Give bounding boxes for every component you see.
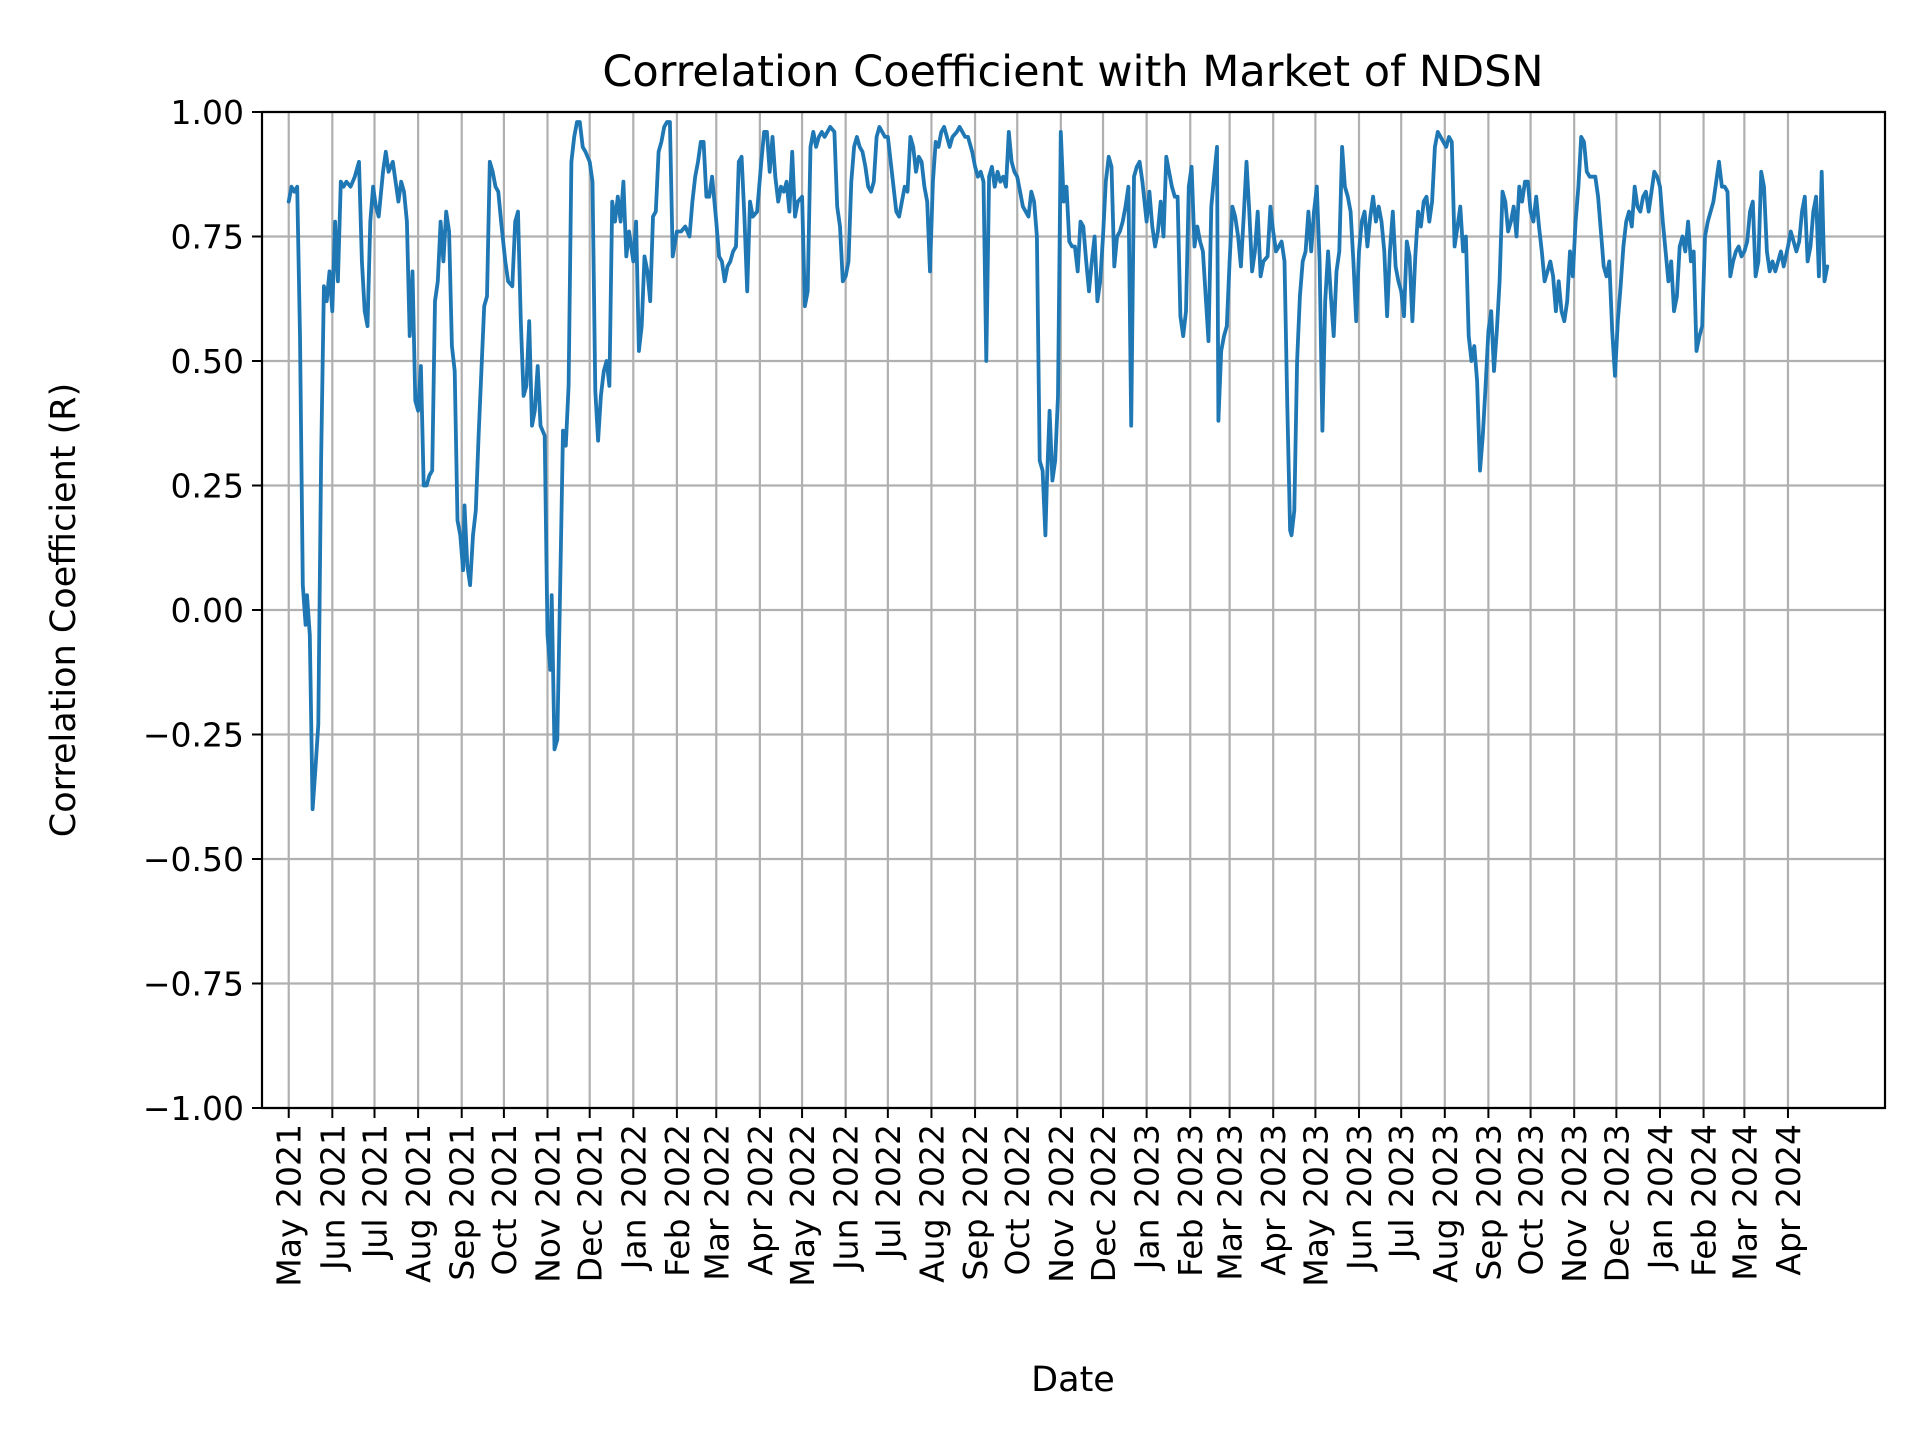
x-tick-label: Apr 2024 xyxy=(1769,1124,1808,1276)
x-tick-label: Dec 2021 xyxy=(571,1124,610,1282)
y-tick-label: 0.50 xyxy=(171,342,244,381)
y-tick-label: −0.25 xyxy=(143,716,244,755)
x-axis-ticks: May 2021 Jun 2021 Jul 2021 Aug 2021 Sep 2021… xyxy=(270,1108,1808,1287)
y-tick-label: −1.00 xyxy=(143,1089,244,1128)
x-tick-label: Feb 2023 xyxy=(1171,1124,1210,1277)
x-tick-label: Jun 2021 xyxy=(313,1124,352,1272)
x-tick-label: Jul 2021 xyxy=(356,1124,395,1260)
x-tick-label: Aug 2022 xyxy=(912,1124,951,1283)
x-tick-label: Oct 2023 xyxy=(1512,1124,1551,1276)
series-layer xyxy=(286,120,1830,812)
y-axis-title: Correlation Coefficient (R) xyxy=(44,383,84,838)
chart-title: Correlation Coefficient with Market of N… xyxy=(602,47,1543,97)
x-tick-label: May 2022 xyxy=(783,1124,822,1287)
x-tick-label: Nov 2021 xyxy=(529,1124,568,1283)
y-tick-label: 0.25 xyxy=(171,467,244,506)
x-tick-label: Dec 2023 xyxy=(1597,1124,1636,1282)
x-tick-label: Jul 2022 xyxy=(869,1124,908,1260)
x-tick-label: Feb 2024 xyxy=(1685,1124,1724,1277)
x-tick-label: Dec 2022 xyxy=(1084,1124,1123,1282)
series-line-0 xyxy=(286,120,1830,812)
x-tick-label: Jan 2022 xyxy=(614,1124,653,1271)
x-tick-label: Jan 2023 xyxy=(1128,1124,1167,1271)
x-axis-title: Date xyxy=(1031,1360,1115,1400)
x-tick-label: Apr 2022 xyxy=(741,1124,780,1276)
x-tick-label: Sep 2022 xyxy=(956,1124,995,1281)
x-tick-label: Nov 2023 xyxy=(1555,1124,1594,1283)
x-tick-label: Oct 2022 xyxy=(998,1124,1037,1276)
x-tick-label: Feb 2022 xyxy=(658,1124,697,1277)
x-tick-label: Nov 2022 xyxy=(1042,1124,1081,1283)
x-tick-label: Jun 2023 xyxy=(1340,1124,1379,1272)
x-tick-label: Jul 2023 xyxy=(1382,1124,1421,1260)
x-tick-label: Mar 2022 xyxy=(697,1124,736,1281)
y-tick-label: −0.50 xyxy=(143,840,244,879)
x-tick-label: May 2023 xyxy=(1296,1124,1335,1287)
y-axis-ticks: −1.00 −0.75 −0.50 −0.25 0.00 0.25 0.50 0.75 1.00 xyxy=(143,93,262,1128)
x-tick-label: May 2021 xyxy=(270,1124,309,1287)
x-tick-label: Mar 2024 xyxy=(1725,1124,1764,1281)
x-tick-label: Apr 2023 xyxy=(1254,1124,1293,1276)
x-tick-label: Aug 2021 xyxy=(399,1124,438,1283)
x-tick-label: Sep 2021 xyxy=(443,1124,482,1281)
x-tick-label: Jun 2022 xyxy=(827,1124,866,1272)
x-tick-label: Mar 2023 xyxy=(1211,1124,1250,1281)
y-tick-label: 0.00 xyxy=(171,591,244,630)
x-tick-label: Jan 2024 xyxy=(1641,1124,1680,1271)
y-tick-label: 1.00 xyxy=(171,93,244,132)
x-tick-label: Sep 2023 xyxy=(1469,1124,1508,1281)
x-tick-label: Aug 2023 xyxy=(1426,1124,1465,1283)
y-tick-label: 0.75 xyxy=(171,218,244,257)
x-tick-label: Oct 2021 xyxy=(485,1124,524,1276)
y-tick-label: −0.75 xyxy=(143,965,244,1004)
